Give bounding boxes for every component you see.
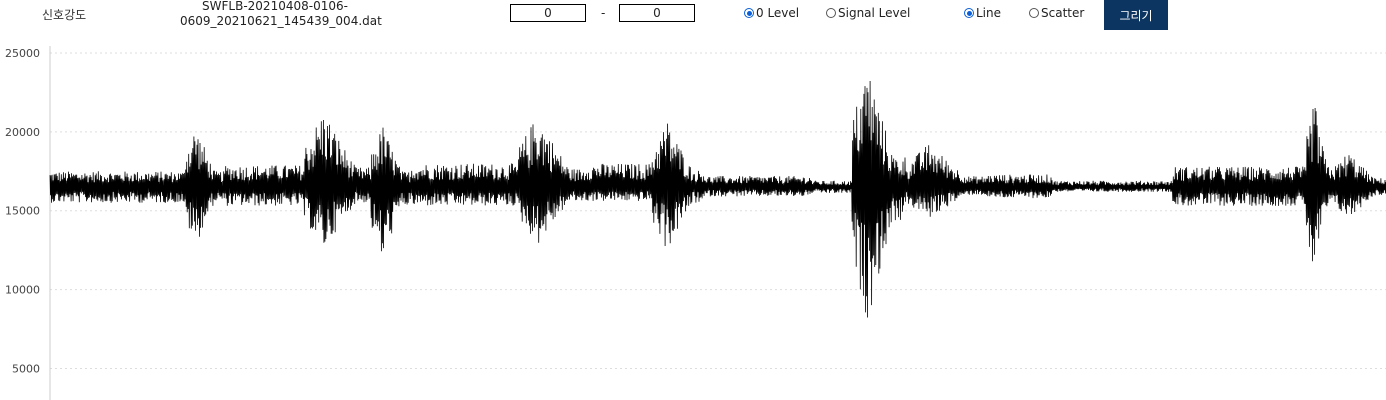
zero-level-label: 0 Level bbox=[756, 6, 800, 20]
radio-selected-indicator bbox=[964, 8, 974, 18]
y-tick-label: 20000 bbox=[5, 126, 40, 139]
toolbar: 신호강도 SWFLB-20210408-0106- 0609_20210621_… bbox=[0, 0, 1386, 34]
y-tick-label: 5000 bbox=[12, 362, 40, 375]
y-tick-label: 25000 bbox=[5, 47, 40, 60]
filename-line-2: 0609_20210621_145439_004.dat bbox=[180, 14, 382, 28]
scatter-label: Scatter bbox=[1041, 6, 1085, 20]
line-label: Line bbox=[976, 6, 1002, 20]
signal-chart: 25000 20000 15000 10000 5000 bbox=[5, 46, 1386, 400]
signal-series bbox=[49, 80, 1386, 318]
range-separator: - bbox=[601, 6, 606, 20]
signal-level-label: Signal Level bbox=[838, 6, 911, 20]
radio-unselected-indicator bbox=[1029, 8, 1039, 18]
line-radio[interactable]: Line bbox=[964, 6, 1001, 20]
scatter-radio[interactable]: Scatter bbox=[1029, 6, 1084, 20]
y-tick-label: 15000 bbox=[5, 205, 40, 218]
draw-button[interactable]: 그리기 bbox=[1104, 0, 1168, 30]
filename-label: SWFLB-20210408-0106- 0609_20210621_14543… bbox=[180, 0, 382, 29]
grid-lines bbox=[50, 52, 1386, 369]
range-end-input[interactable] bbox=[619, 4, 695, 22]
y-tick-label: 10000 bbox=[5, 284, 40, 297]
radio-unselected-indicator bbox=[826, 8, 836, 18]
y-axis-ticks: 25000 20000 15000 10000 5000 bbox=[5, 47, 40, 375]
signal-strength-label: 신호강도 bbox=[42, 8, 87, 22]
radio-selected-indicator bbox=[744, 8, 754, 18]
range-start-input[interactable] bbox=[510, 4, 586, 22]
zero-level-radio[interactable]: 0 Level bbox=[744, 6, 799, 20]
signal-line bbox=[49, 80, 1386, 318]
filename-line-1: SWFLB-20210408-0106- bbox=[202, 0, 348, 13]
signal-level-radio[interactable]: Signal Level bbox=[826, 6, 910, 20]
